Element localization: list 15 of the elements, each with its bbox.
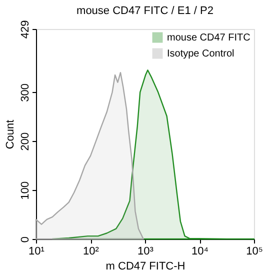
chart-title: mouse CD47 FITC / E1 / P2 [76,4,214,17]
y-tick-label: 100 [20,181,32,200]
x-tick-label: 10³ [138,246,154,258]
x-tick-label: 10¹ [28,246,45,258]
x-tick-label: 10⁵ [246,246,263,258]
y-tick-label: 0 [20,236,32,243]
x-tick-label: 10² [83,246,100,258]
legend-label: Isotype Control [167,48,234,60]
y-axis-title: Count [4,120,16,150]
legend-label: mouse CD47 FITC [167,32,250,44]
x-axis-title: m CD47 FITC-H [106,260,186,272]
y-tick-label: 200 [20,132,32,151]
y-tick-label: 300 [20,83,32,102]
x-tick-label: 10⁴ [192,246,209,258]
y-tick-label: 429 [20,20,32,39]
